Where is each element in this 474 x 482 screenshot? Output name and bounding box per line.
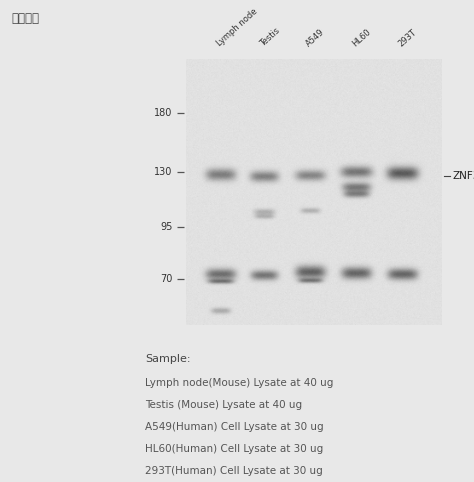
Text: ZNF318: ZNF318 xyxy=(452,172,474,181)
Text: 180: 180 xyxy=(154,107,173,118)
Text: 95: 95 xyxy=(160,222,173,232)
Text: Testis (Mouse) Lysate at 40 ug: Testis (Mouse) Lysate at 40 ug xyxy=(145,400,302,410)
Text: Lymph node(Mouse) Lysate at 40 ug: Lymph node(Mouse) Lysate at 40 ug xyxy=(145,378,333,388)
Text: 293T(Human) Cell Lysate at 30 ug: 293T(Human) Cell Lysate at 30 ug xyxy=(145,467,323,476)
Text: Sample:: Sample: xyxy=(145,354,191,364)
Text: HL60: HL60 xyxy=(350,27,372,48)
Text: 130: 130 xyxy=(154,167,173,177)
Text: 70: 70 xyxy=(160,274,173,284)
Text: 产品图片: 产品图片 xyxy=(12,12,40,25)
Text: HL60(Human) Cell Lysate at 30 ug: HL60(Human) Cell Lysate at 30 ug xyxy=(145,444,323,455)
Text: Testis: Testis xyxy=(258,26,282,48)
Text: A549: A549 xyxy=(304,27,326,48)
Text: 293T: 293T xyxy=(396,27,418,48)
Text: Lymph node: Lymph node xyxy=(215,7,259,48)
Text: A549(Human) Cell Lysate at 30 ug: A549(Human) Cell Lysate at 30 ug xyxy=(145,422,324,432)
